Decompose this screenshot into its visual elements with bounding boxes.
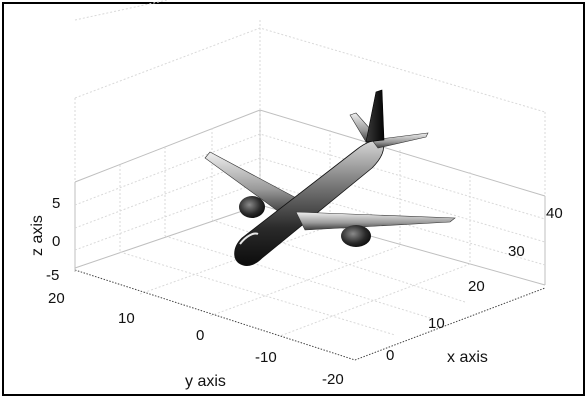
cockpit-highlight	[239, 232, 259, 245]
tail-right-stabilizer	[371, 132, 429, 149]
vertical-fin	[365, 89, 385, 143]
y-axis-label: y axis	[185, 373, 226, 390]
z-tick-label: -5	[46, 267, 59, 284]
z-tick-label: 0	[52, 233, 60, 250]
x-tick-label: 40	[546, 205, 563, 222]
right-wing	[295, 211, 456, 231]
z-axis: 5 0 -5 z axis	[29, 195, 60, 284]
x-axis: 0 10 20 30 40 x axis	[386, 205, 563, 366]
x-tick-label: 30	[508, 243, 525, 260]
x-axis-label: x axis	[447, 349, 488, 366]
z-axis-label: z axis	[29, 215, 46, 256]
y-tick-label: 20	[48, 290, 65, 307]
z-tick-label: 5	[52, 195, 60, 212]
airplane-model	[204, 89, 456, 266]
y-tick-label: 10	[118, 310, 135, 327]
x-tick-label: 10	[428, 315, 445, 332]
x-tick-label: 0	[386, 347, 394, 364]
y-tick-label: 0	[196, 327, 204, 344]
right-engine	[341, 225, 371, 247]
y-tick-label: -10	[255, 349, 277, 366]
y-tick-label: -20	[322, 371, 344, 388]
y-axis: 20 10 0 -10 -20 y axis	[48, 290, 344, 390]
left-engine	[239, 196, 265, 218]
axes-box	[74, 0, 546, 361]
x-tick-label: 20	[468, 278, 485, 295]
